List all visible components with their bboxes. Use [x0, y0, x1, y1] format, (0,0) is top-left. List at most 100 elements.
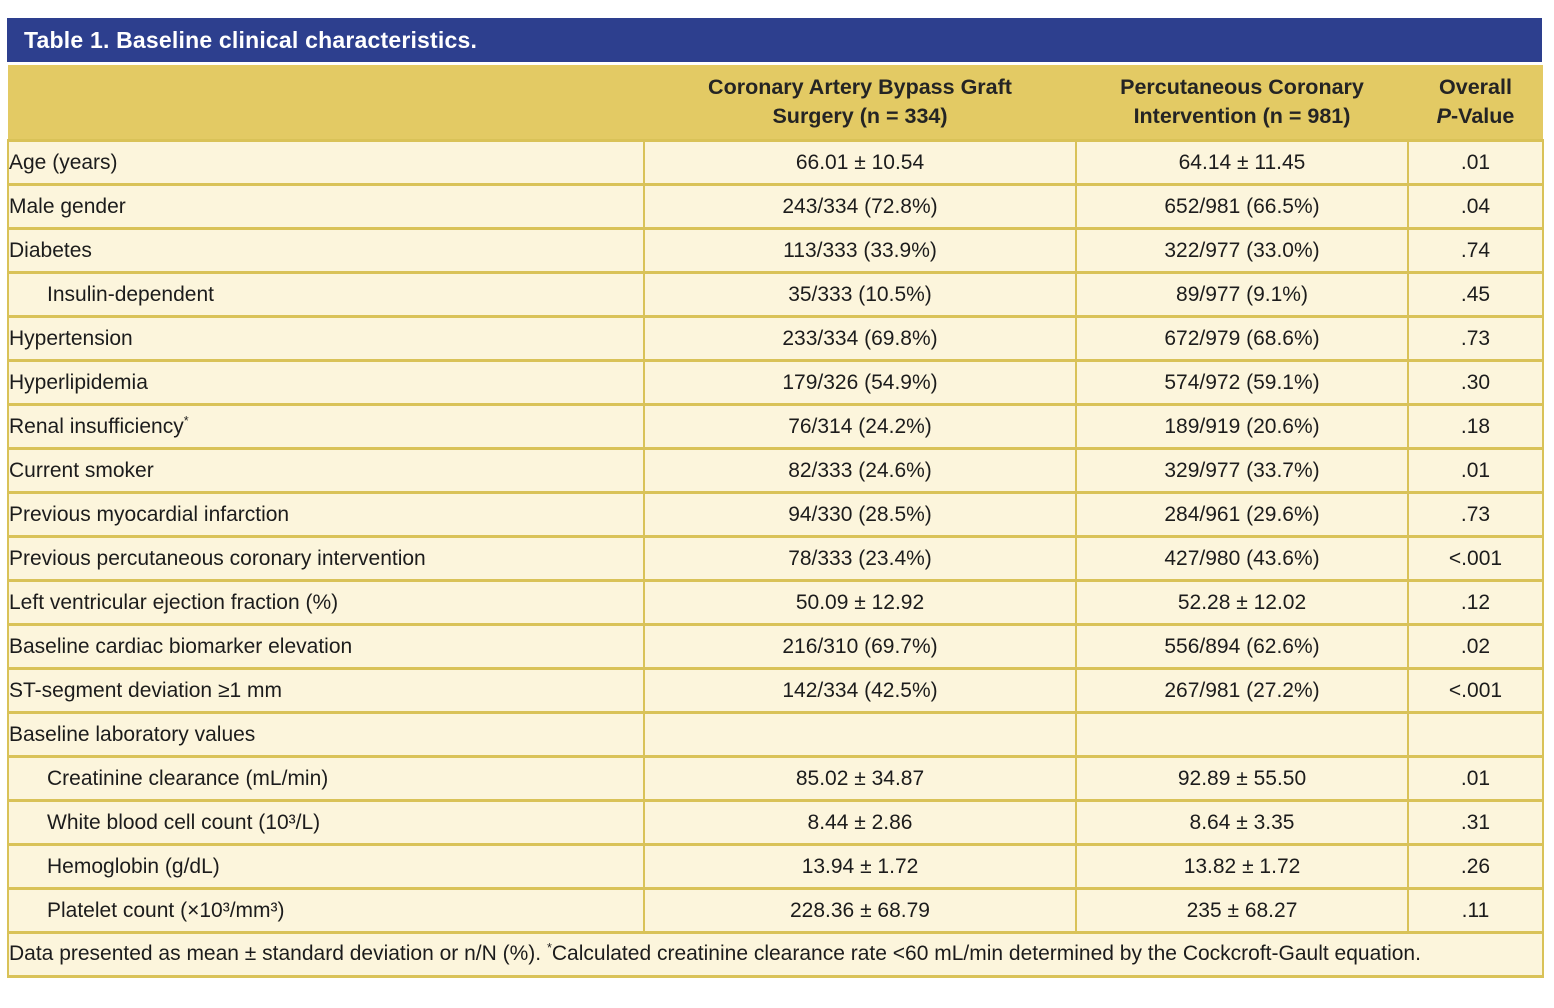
row-label: Renal insufficiency* [7, 403, 645, 450]
pci-value-cell: 672/979 (68.6%) [1075, 315, 1409, 362]
pci-value-cell: 89/977 (9.1%) [1075, 271, 1409, 318]
pvalue-cell: .01 [1407, 139, 1544, 186]
pvalue-cell: .31 [1407, 799, 1544, 846]
pvalue-cell: .26 [1407, 843, 1544, 890]
table-row: Diabetes 113/333 (33.9%) 322/977 (33.0%) .7… [7, 227, 1544, 274]
table-body: Age (years) 66.01 ± 10.54 64.14 ± 11.45.01… [7, 139, 1544, 934]
header-pvalue-column: Overall P-Value [1408, 65, 1543, 141]
row-label-text: Hyperlipidemia [9, 370, 148, 394]
row-label-text: Renal insufficiency [9, 414, 184, 438]
cabg-value-cell: 228.36 ± 68.79 [643, 887, 1077, 934]
row-label-text: Previous myocardial infarction [9, 502, 290, 526]
table-row: Previous myocardial infarction 94/330 (28… [7, 491, 1544, 538]
table-title: Table 1. Baseline clinical characteristi… [24, 27, 478, 53]
header-pci-line1: Percutaneous Coronary [1120, 74, 1364, 99]
header-pvalue-rest: -Value [1451, 104, 1515, 128]
pvalue-cell: .73 [1407, 315, 1544, 362]
pci-value-cell [1075, 711, 1409, 758]
row-label-text: ST-segment deviation ≥1 mm [9, 678, 282, 702]
cabg-value-cell: 82/333 (24.6%) [643, 447, 1077, 494]
footnote-cell: Data presented as mean ± standard deviat… [7, 931, 1544, 978]
table-row: Current smoker 82/333 (24.6%) 329/977 (33.… [7, 447, 1544, 494]
table-title-bar: Table 1. Baseline clinical characteristi… [7, 18, 1542, 62]
pci-value-cell: 13.82 ± 1.72 [1075, 843, 1409, 890]
pci-value-cell: 52.28 ± 12.02 [1075, 579, 1409, 626]
cabg-value-cell: 113/333 (33.9%) [643, 227, 1077, 274]
clinical-characteristics-table: Table 1. Baseline clinical characteristi… [7, 18, 1544, 978]
row-label: Male gender [7, 183, 645, 230]
row-label: Previous myocardial infarction [7, 491, 645, 538]
row-label-text: Male gender [9, 194, 126, 218]
pvalue-cell: <.001 [1407, 667, 1544, 714]
cabg-value-cell: 13.94 ± 1.72 [643, 843, 1077, 890]
cabg-value-cell: 78/333 (23.4%) [643, 535, 1077, 582]
cabg-value-cell [643, 711, 1077, 758]
table-footer: Data presented as mean ± standard deviat… [7, 931, 1544, 978]
pvalue-cell [1407, 711, 1544, 758]
row-label: Diabetes [7, 227, 645, 274]
header-cabg-line2: Surgery (n = 334) [772, 104, 948, 128]
table-row: Insulin-dependent 35/333 (10.5%) 89/977 (9… [7, 271, 1544, 318]
cabg-value-cell: 233/334 (69.8%) [643, 315, 1077, 362]
row-label: Platelet count (×10³/mm³) [7, 887, 645, 934]
cabg-value-cell: 76/314 (24.2%) [643, 403, 1077, 450]
pvalue-cell: .01 [1407, 755, 1544, 802]
header-row: Coronary Artery Bypass Graft Surgery (n … [8, 65, 1543, 141]
cabg-value-cell: 142/334 (42.5%) [643, 667, 1077, 714]
table-row: White blood cell count (10³/L) 8.44 ± 2.8… [7, 799, 1544, 846]
row-label-text: Hypertension [9, 326, 133, 350]
cabg-value-cell: 35/333 (10.5%) [643, 271, 1077, 318]
table-row: Renal insufficiency* 76/314 (24.2%) 189/91… [7, 403, 1544, 450]
pci-value-cell: 574/972 (59.1%) [1075, 359, 1409, 406]
footnote-part1: Data presented as mean ± standard deviat… [9, 942, 547, 966]
footnote-part2: Calculated creatinine clearance rate <60… [551, 942, 1421, 966]
footnote-asterisk: * [546, 941, 552, 956]
header-pci-column: Percutaneous Coronary Intervention (n = … [1076, 65, 1408, 141]
table-row: Hyperlipidemia 179/326 (54.9%) 574/972 (59… [7, 359, 1544, 406]
pvalue-cell: .04 [1407, 183, 1544, 230]
row-label: ST-segment deviation ≥1 mm [7, 667, 645, 714]
pci-value-cell: 8.64 ± 3.35 [1075, 799, 1409, 846]
table-row: Platelet count (×10³/mm³) 228.36 ± 68.79 2… [7, 887, 1544, 934]
pci-value-cell: 235 ± 68.27 [1075, 887, 1409, 934]
row-label-text: Hemoglobin (g/dL) [47, 854, 220, 878]
table-header: Coronary Artery Bypass Graft Surgery (n … [8, 65, 1543, 141]
row-label: White blood cell count (10³/L) [7, 799, 645, 846]
pvalue-cell: <.001 [1407, 535, 1544, 582]
row-label: Age (years) [7, 139, 645, 186]
pvalue-cell: .73 [1407, 491, 1544, 538]
cabg-value-cell: 66.01 ± 10.54 [643, 139, 1077, 186]
row-label: Hypertension [7, 315, 645, 362]
row-label-text: Baseline cardiac biomarker elevation [9, 634, 353, 658]
footnote-row: Data presented as mean ± standard deviat… [7, 931, 1544, 978]
header-pci-line2: Intervention (n = 981) [1133, 104, 1351, 128]
row-label: Hyperlipidemia [7, 359, 645, 406]
header-cabg-line1: Coronary Artery Bypass Graft [708, 74, 1012, 99]
row-label-text: Creatinine clearance (mL/min) [47, 766, 329, 790]
pci-value-cell: 64.14 ± 11.45 [1075, 139, 1409, 186]
table-row: Age (years) 66.01 ± 10.54 64.14 ± 11.45.01 [7, 139, 1544, 186]
header-empty-cell [8, 65, 644, 141]
row-label: Current smoker [7, 447, 645, 494]
pvalue-cell: .02 [1407, 623, 1544, 670]
row-label-text: Baseline laboratory values [9, 722, 256, 746]
pci-value-cell: 189/919 (20.6%) [1075, 403, 1409, 450]
header-pvalue-line1: Overall [1439, 74, 1512, 99]
pvalue-cell: .18 [1407, 403, 1544, 450]
pci-value-cell: 92.89 ± 55.50 [1075, 755, 1409, 802]
header-pvalue-italic-p: P [1436, 104, 1451, 128]
baseline-characteristics-table: Coronary Artery Bypass Graft Surgery (n … [7, 65, 1544, 978]
pci-value-cell: 322/977 (33.0%) [1075, 227, 1409, 274]
table-row: Hemoglobin (g/dL) 13.94 ± 1.72 13.82 ± 1.7… [7, 843, 1544, 890]
row-label: Left ventricular ejection fraction (%) [7, 579, 645, 626]
pvalue-cell: .12 [1407, 579, 1544, 626]
row-label-text: Diabetes [9, 238, 92, 262]
row-label: Previous percutaneous coronary intervent… [7, 535, 645, 582]
table-row: ST-segment deviation ≥1 mm 142/334 (42.5%… [7, 667, 1544, 714]
header-cabg-column: Coronary Artery Bypass Graft Surgery (n … [644, 65, 1076, 141]
table-row: Left ventricular ejection fraction (%) 50… [7, 579, 1544, 626]
row-label: Insulin-dependent [7, 271, 645, 318]
row-label: Baseline laboratory values [7, 711, 645, 758]
table-row: Hypertension 233/334 (69.8%) 672/979 (68.6… [7, 315, 1544, 362]
row-label-text: Insulin-dependent [47, 282, 214, 306]
